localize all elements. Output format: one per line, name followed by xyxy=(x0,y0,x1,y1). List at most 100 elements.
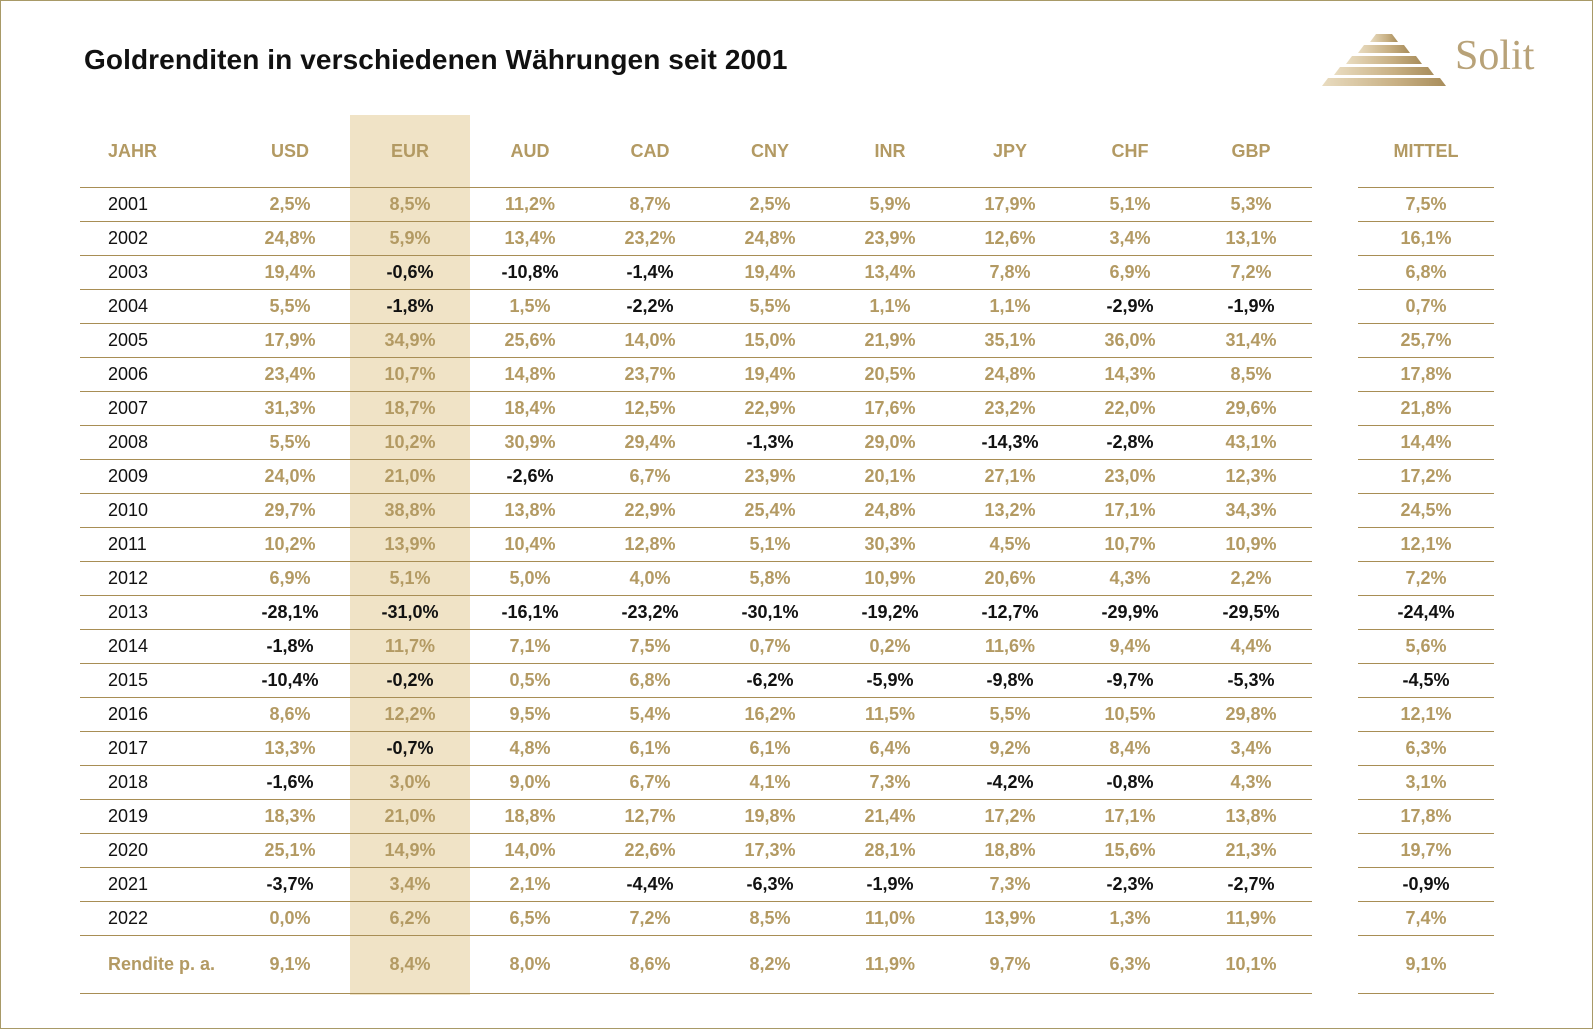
value-cell-usd: 19,4% xyxy=(230,255,350,290)
year-cell: 2022 xyxy=(80,901,230,936)
value-cell-mittel: 24,5% xyxy=(1358,493,1494,528)
value-cell-inr: 0,2% xyxy=(830,629,950,664)
column-header-chf: CHF xyxy=(1070,115,1190,188)
value-cell-eur: 6,2% xyxy=(350,901,470,936)
value-cell-eur: 11,7% xyxy=(350,629,470,664)
value-cell-gbp: 2,2% xyxy=(1190,561,1312,596)
value-cell-cad: -2,2% xyxy=(590,289,710,324)
year-cell: 2017 xyxy=(80,731,230,766)
value-cell-gbp: 29,6% xyxy=(1190,391,1312,426)
value-cell-chf: 4,3% xyxy=(1070,561,1190,596)
value-cell-gbp: 43,1% xyxy=(1190,425,1312,460)
value-cell-cny: 24,8% xyxy=(710,221,830,256)
table-row: 2004 5,5% -1,8% 1,5% -2,2% 5,5% 1,1% 1,1% -2,9% -… xyxy=(80,289,1494,324)
value-cell-cad: 12,7% xyxy=(590,799,710,834)
column-gap xyxy=(1312,222,1358,256)
value-cell-eur: 12,2% xyxy=(350,697,470,732)
column-gap xyxy=(1312,630,1358,664)
value-cell-inr: 6,4% xyxy=(830,731,950,766)
column-gap xyxy=(1312,800,1358,834)
year-cell: 2013 xyxy=(80,595,230,630)
value-cell-cad: 6,8% xyxy=(590,663,710,698)
column-gap xyxy=(1312,664,1358,698)
value-cell-mittel: 5,6% xyxy=(1358,629,1494,664)
value-cell-cad: 8,7% xyxy=(590,187,710,222)
value-cell-aud: 7,1% xyxy=(470,629,590,664)
value-cell-cny: -6,2% xyxy=(710,663,830,698)
value-cell-aud: 6,5% xyxy=(470,901,590,936)
year-cell: 2007 xyxy=(80,391,230,426)
column-gap xyxy=(1312,290,1358,324)
year-cell: 2008 xyxy=(80,425,230,460)
value-cell-inr: 11,5% xyxy=(830,697,950,732)
value-cell-aud: -2,6% xyxy=(470,459,590,494)
value-cell-cny: 8,5% xyxy=(710,901,830,936)
value-cell-aud: 10,4% xyxy=(470,527,590,562)
value-cell-cad: 5,4% xyxy=(590,697,710,732)
value-cell-aud: 18,4% xyxy=(470,391,590,426)
value-cell-usd: -1,6% xyxy=(230,765,350,800)
value-cell-inr: 21,4% xyxy=(830,799,950,834)
column-gap xyxy=(1312,766,1358,800)
annual-return-inr: 11,9% xyxy=(830,935,950,994)
value-cell-mittel: -24,4% xyxy=(1358,595,1494,630)
value-cell-inr: -19,2% xyxy=(830,595,950,630)
value-cell-usd: 24,8% xyxy=(230,221,350,256)
value-cell-chf: 10,7% xyxy=(1070,527,1190,562)
value-cell-chf: -9,7% xyxy=(1070,663,1190,698)
value-cell-aud: 0,5% xyxy=(470,663,590,698)
value-cell-inr: 7,3% xyxy=(830,765,950,800)
value-cell-usd: 23,4% xyxy=(230,357,350,392)
value-cell-chf: 8,4% xyxy=(1070,731,1190,766)
value-cell-eur: 13,9% xyxy=(350,527,470,562)
value-cell-eur: -1,8% xyxy=(350,289,470,324)
value-cell-cad: 12,5% xyxy=(590,391,710,426)
value-cell-mittel: 6,8% xyxy=(1358,255,1494,290)
value-cell-mittel: 17,8% xyxy=(1358,799,1494,834)
value-cell-inr: 29,0% xyxy=(830,425,950,460)
value-cell-inr: 17,6% xyxy=(830,391,950,426)
value-cell-usd: 24,0% xyxy=(230,459,350,494)
value-cell-mittel: -0,9% xyxy=(1358,867,1494,902)
value-cell-eur: -0,7% xyxy=(350,731,470,766)
value-cell-inr: -1,9% xyxy=(830,867,950,902)
column-gap xyxy=(1312,324,1358,358)
value-cell-jpy: -12,7% xyxy=(950,595,1070,630)
value-cell-chf: 17,1% xyxy=(1070,493,1190,528)
value-cell-usd: 6,9% xyxy=(230,561,350,596)
value-cell-mittel: 12,1% xyxy=(1358,697,1494,732)
value-cell-cad: -23,2% xyxy=(590,595,710,630)
value-cell-usd: 29,7% xyxy=(230,493,350,528)
value-cell-cny: 4,1% xyxy=(710,765,830,800)
year-cell: 2010 xyxy=(80,493,230,528)
year-cell: 2021 xyxy=(80,867,230,902)
year-cell: 2019 xyxy=(80,799,230,834)
column-header-jahr: JAHR xyxy=(80,115,230,188)
value-cell-jpy: 24,8% xyxy=(950,357,1070,392)
value-cell-eur: 5,9% xyxy=(350,221,470,256)
year-cell: 2012 xyxy=(80,561,230,596)
year-cell: 2006 xyxy=(80,357,230,392)
value-cell-mittel: 17,2% xyxy=(1358,459,1494,494)
table-row: 2014 -1,8% 11,7% 7,1% 7,5% 0,7% 0,2% 11,6% 9,4% 4… xyxy=(80,629,1494,664)
value-cell-eur: 3,4% xyxy=(350,867,470,902)
value-cell-aud: 25,6% xyxy=(470,323,590,358)
value-cell-cny: 5,5% xyxy=(710,289,830,324)
value-cell-aud: 18,8% xyxy=(470,799,590,834)
value-cell-aud: 14,8% xyxy=(470,357,590,392)
value-cell-usd: -10,4% xyxy=(230,663,350,698)
value-cell-cad: 6,7% xyxy=(590,459,710,494)
value-cell-cny: -6,3% xyxy=(710,867,830,902)
value-cell-gbp: 31,4% xyxy=(1190,323,1312,358)
table-row: 2019 18,3% 21,0% 18,8% 12,7% 19,8% 21,4% 17,2% 1… xyxy=(80,799,1494,834)
value-cell-inr: 30,3% xyxy=(830,527,950,562)
value-cell-jpy: 27,1% xyxy=(950,459,1070,494)
value-cell-chf: 15,6% xyxy=(1070,833,1190,868)
value-cell-chf: 22,0% xyxy=(1070,391,1190,426)
annual-return-mittel: 9,1% xyxy=(1358,935,1494,994)
value-cell-gbp: 3,4% xyxy=(1190,731,1312,766)
value-cell-aud: 14,0% xyxy=(470,833,590,868)
value-cell-inr: 20,5% xyxy=(830,357,950,392)
value-cell-inr: 11,0% xyxy=(830,901,950,936)
year-cell: 2016 xyxy=(80,697,230,732)
